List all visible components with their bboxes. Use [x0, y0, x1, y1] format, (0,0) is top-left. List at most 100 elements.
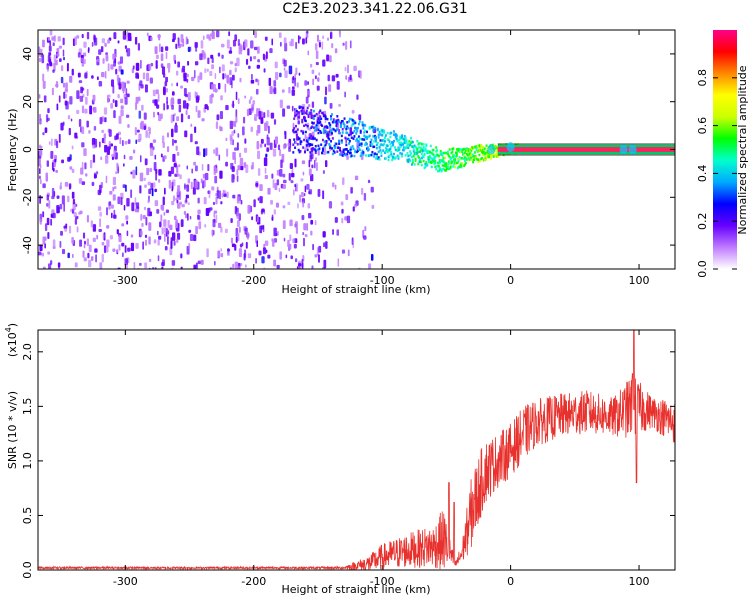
spectrogram-point	[122, 140, 124, 147]
spectrogram-point	[112, 99, 115, 103]
spectrogram-point	[310, 137, 313, 140]
spectrogram-point	[277, 231, 279, 236]
spectrogram-point	[257, 197, 260, 201]
spectrogram-point	[135, 139, 138, 145]
spectrogram-point	[318, 254, 320, 263]
spectrogram-point	[58, 45, 62, 49]
spectrogram-point	[383, 140, 386, 143]
spectrogram-point	[258, 250, 262, 256]
spectrogram-point	[229, 61, 234, 65]
spectrogram-point	[378, 145, 381, 149]
spectrogram-point	[86, 214, 89, 223]
spectrogram-point	[336, 81, 340, 90]
spectrogram-point	[321, 149, 324, 152]
spectrogram-point	[255, 88, 259, 95]
spectrogram-point	[446, 165, 449, 168]
spectrogram-point	[322, 59, 326, 67]
spectrogram-point	[322, 127, 325, 131]
spectrogram-point	[455, 154, 458, 157]
spectrogram-point	[69, 75, 73, 83]
spectrogram-point	[258, 111, 262, 120]
spectrogram-point	[294, 158, 297, 168]
spectrogram-point	[231, 173, 235, 183]
spectrogram-point	[478, 153, 481, 157]
spectrogram-point	[159, 43, 161, 53]
spectrogram-point	[346, 215, 351, 224]
spectrogram-point	[180, 266, 183, 269]
spectrogram-point	[482, 150, 485, 154]
spectrogram-point	[356, 129, 359, 133]
spectrogram-point	[164, 187, 166, 195]
spectrogram-point	[302, 130, 305, 133]
spectrogram-point	[83, 41, 87, 48]
spectrogram-point	[324, 143, 327, 147]
spectrogram-point	[149, 77, 153, 84]
x-tick-label: -200	[241, 575, 266, 588]
spectrogram-point	[458, 165, 461, 169]
spectrogram-point	[93, 106, 97, 113]
spectrogram-point	[253, 199, 256, 208]
spectrogram-point	[186, 184, 190, 192]
spectrogram-point	[339, 125, 342, 128]
spectrogram-point	[115, 68, 118, 75]
spectrogram-point	[279, 168, 283, 177]
spectrogram-point	[443, 161, 446, 164]
spectrogram-point	[139, 122, 142, 129]
spectrogram-point	[298, 263, 302, 267]
spectrogram-point	[423, 152, 426, 156]
spectrogram-point	[336, 150, 339, 153]
spectrogram-point	[196, 95, 200, 101]
spectrogram-point	[161, 266, 164, 269]
spectrogram-point	[342, 122, 345, 125]
spectrogram-point	[99, 218, 101, 228]
spectrogram-point	[322, 131, 325, 135]
spectrogram-point	[407, 154, 410, 158]
spectrogram-point	[110, 103, 114, 109]
spectrogram-point	[305, 112, 308, 115]
spectrogram-point	[346, 155, 349, 160]
spectrogram-point	[318, 147, 321, 150]
spectrogram-point	[438, 168, 441, 171]
spectrogram-point	[345, 194, 349, 201]
spectrogram-point	[220, 226, 223, 233]
spectrogram-point	[417, 162, 420, 166]
spectrogram-point	[288, 243, 292, 250]
spectrogram-point	[233, 129, 236, 134]
spectrogram-point	[100, 156, 103, 161]
spectrogram-point	[485, 155, 488, 159]
spectrogram-point	[312, 147, 315, 150]
spectrogram-point	[149, 147, 154, 156]
spectrogram-point	[380, 151, 383, 154]
spectrogram-point	[363, 134, 366, 137]
spectrogram-point	[315, 50, 319, 59]
spectrogram-point	[173, 163, 177, 168]
spectrogram-point	[160, 46, 164, 53]
spectrogram-point	[342, 42, 345, 46]
spectrogram-point	[126, 48, 131, 57]
spectrogram-point	[407, 160, 410, 164]
spectrogram-point	[345, 148, 348, 151]
spectrogram-point	[455, 152, 458, 155]
spectrogram-point	[145, 130, 148, 138]
spectrogram-point	[148, 258, 152, 263]
spectrogram-point	[60, 65, 64, 72]
spectrogram-point	[328, 84, 332, 92]
spectrogram-point	[419, 149, 422, 152]
spectrogram-point	[339, 149, 342, 152]
spectrogram-point	[441, 151, 444, 155]
spectrogram-point	[81, 181, 86, 185]
spectrogram-point	[392, 152, 395, 156]
spectrogram-point	[172, 179, 176, 187]
spectrogram-point	[101, 71, 105, 78]
spectrogram-point	[245, 241, 248, 249]
spectrogram-point	[54, 158, 57, 163]
spectrogram-point	[38, 93, 41, 99]
spectrogram-point	[443, 151, 446, 155]
spectrogram-point	[173, 54, 176, 62]
spectrogram-point	[409, 143, 412, 147]
spectrogram-point	[236, 196, 240, 204]
spectrogram-point	[351, 110, 355, 114]
spectrogram-point	[323, 140, 326, 143]
spectrogram-point	[491, 154, 494, 157]
spectrogram-point	[178, 104, 182, 113]
